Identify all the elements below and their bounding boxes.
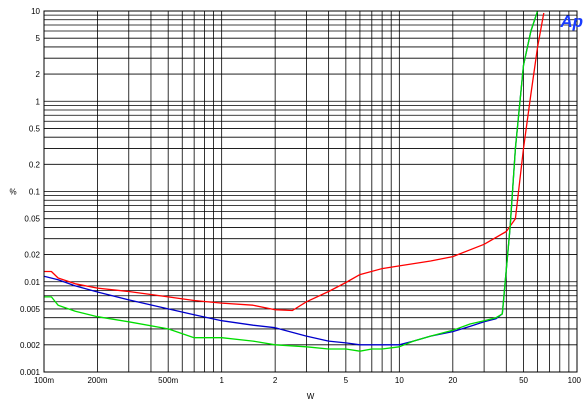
y-tick-label: 5 <box>36 34 41 43</box>
x-tick-label: 20 <box>448 376 457 385</box>
y-tick-label: 0.01 <box>24 278 40 287</box>
x-tick-label: 50 <box>519 376 528 385</box>
x-tick-label: 1 <box>219 376 224 385</box>
y-tick-label: 0.05 <box>24 215 40 224</box>
x-tick-label: 500m <box>158 376 178 385</box>
y-tick-label: 0.02 <box>24 251 40 260</box>
series-line-3 <box>44 10 539 352</box>
series-line-1 <box>44 12 545 312</box>
plot-frame <box>43 10 578 373</box>
y-tick-label: 0.2 <box>29 160 41 169</box>
y-tick-label: 0.005 <box>20 305 41 314</box>
y-tick-label: 0.5 <box>29 124 41 133</box>
y-axis-label: % <box>9 188 16 197</box>
y-tick-label: 10 <box>31 7 40 16</box>
x-tick-label: 10 <box>395 376 404 385</box>
y-tick-label: 2 <box>36 70 41 79</box>
grid-lines <box>44 11 577 372</box>
y-tick-label: 0.001 <box>20 368 41 377</box>
x-tick-labels: 100m 200m 500m 1 2 5 10 20 50 100 <box>34 376 582 385</box>
x-axis-label: W <box>307 392 315 401</box>
x-tick-label: 100m <box>34 376 54 385</box>
x-tick-label: 5 <box>344 376 349 385</box>
y-tick-labels: 0.001 0.002 0.005 0.01 0.02 0.05 0.1 0.2 0.5 1 2 5 1… <box>20 7 41 377</box>
y-tick-label: 0.1 <box>29 188 41 197</box>
x-tick-label: 200m <box>87 376 107 385</box>
ap-logo: Ap <box>559 12 583 31</box>
x-tick-label: 100 <box>568 376 582 385</box>
x-tick-label: 2 <box>273 376 278 385</box>
y-tick-label: 1 <box>36 97 41 106</box>
series-lines <box>43 10 545 352</box>
y-tick-label: 0.002 <box>20 341 41 350</box>
